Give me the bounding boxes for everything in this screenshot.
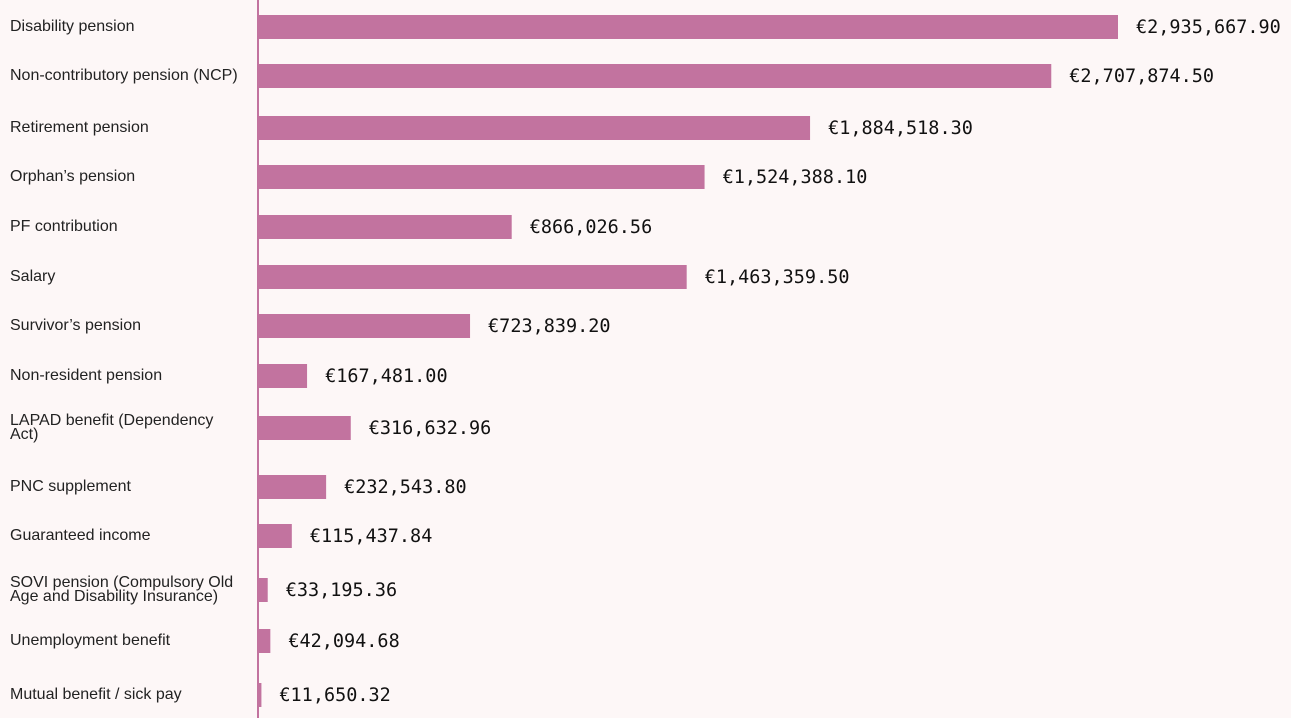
bar	[258, 578, 268, 602]
value-label: €723,839.20	[488, 316, 611, 337]
category-label: SOVI pension (Compulsory Old Age and Dis…	[10, 574, 234, 605]
bar	[258, 683, 262, 707]
value-label: €2,707,874.50	[1069, 66, 1214, 87]
bar	[258, 64, 1052, 88]
value-label: €1,884,518.30	[828, 118, 973, 139]
value-label: €33,195.36	[286, 580, 397, 601]
bar	[258, 629, 271, 653]
value-label: €2,935,667.90	[1136, 17, 1281, 38]
bar	[258, 116, 811, 140]
value-label: €167,481.00	[325, 366, 448, 387]
bar	[258, 524, 292, 548]
bar	[258, 215, 512, 239]
category-label: Orphan’s pension	[10, 168, 136, 185]
category-label: Non-contributory pension (NCP)	[10, 67, 238, 84]
value-label: €1,524,388.10	[723, 167, 868, 188]
bar	[258, 265, 687, 289]
category-label: PNC supplement	[10, 478, 131, 495]
bar	[258, 475, 327, 499]
category-label: Unemployment benefit	[10, 632, 171, 649]
value-label: €316,632.96	[369, 418, 492, 439]
value-label: €232,543.80	[344, 477, 467, 498]
category-label: LAPAD benefit (Dependency Act)	[10, 412, 214, 443]
value-label: €1,463,359.50	[705, 267, 850, 288]
category-label: Disability pension	[10, 18, 135, 35]
value-label: €42,094.68	[288, 631, 399, 652]
category-label: Retirement pension	[10, 119, 149, 136]
bar	[258, 364, 308, 388]
category-label: Survivor’s pension	[10, 317, 142, 334]
bar	[258, 15, 1118, 39]
value-label: €866,026.56	[530, 217, 653, 238]
value-label: €115,437.84	[310, 526, 433, 547]
category-label: Guaranteed income	[10, 527, 151, 544]
category-label: Non-resident pension	[10, 367, 163, 384]
category-label: Mutual benefit / sick pay	[10, 686, 182, 703]
value-label: €11,650.32	[279, 685, 390, 706]
bar	[258, 165, 705, 189]
category-label: PF contribution	[10, 218, 118, 235]
bar	[258, 314, 471, 338]
category-label: Salary	[10, 268, 56, 285]
bar	[258, 416, 351, 440]
